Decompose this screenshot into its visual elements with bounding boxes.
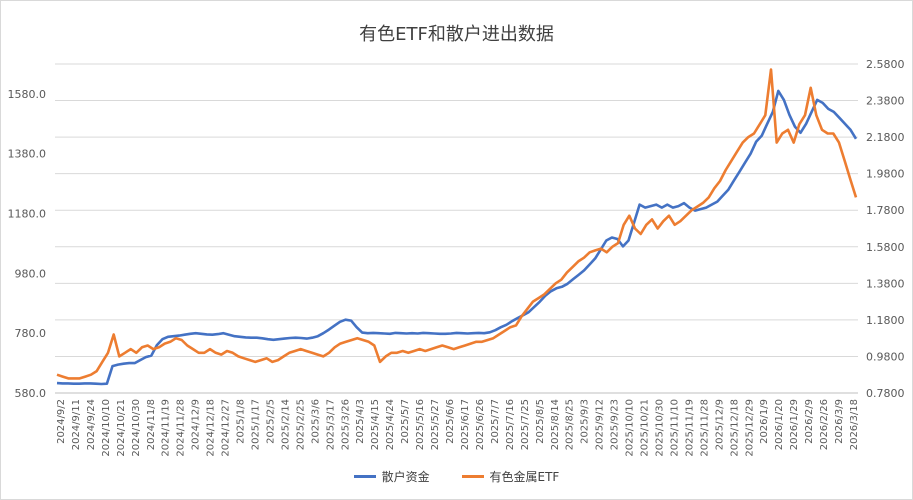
y-right-tick-label: 1.9800: [866, 168, 905, 181]
y-right-tick-label: 2.5800: [866, 58, 905, 71]
x-tick-label: 2024/12/27: [221, 399, 232, 457]
x-tick-label: 2026/2/26: [819, 399, 830, 450]
y-right-tick-label: 1.7800: [866, 204, 905, 217]
x-tick-label: 2025/4/24: [385, 399, 396, 450]
series-line-etf: [56, 68, 858, 380]
x-tick-label: 2024/10/21: [116, 399, 127, 457]
x-tick-label: 2025/4/3: [355, 399, 366, 444]
x-tick-label: 2025/9/12: [595, 399, 606, 450]
x-tick-label: 2025/5/16: [415, 399, 426, 450]
y-right-tick-label: 1.3800: [866, 277, 905, 290]
y-right-tick-label: 1.5800: [866, 241, 905, 254]
gridlines: [55, 63, 858, 394]
x-tick-label: 2025/8/5: [535, 399, 546, 444]
x-tick-label: 2025/9/3: [580, 399, 591, 444]
x-tick-label: 2024/12/18: [206, 399, 217, 457]
legend-label-retail: 散户资金: [381, 470, 430, 484]
y-left-tick-label: 980.0: [15, 267, 47, 280]
x-tick-label: 2025/9/23: [610, 399, 621, 450]
x-tick-label: 2025/2/14: [280, 399, 291, 450]
x-tick-label: 2025/10/21: [640, 399, 651, 457]
x-tick-label: 2025/10/10: [625, 399, 636, 457]
x-tick-label: 2025/8/14: [550, 399, 561, 450]
x-tick-label: 2025/11/28: [699, 399, 710, 457]
chart-title: 有色ETF和散户进出数据: [359, 24, 554, 45]
x-tick-label: 2025/3/26: [340, 399, 351, 450]
x-tick-label: 2025/2/5: [265, 399, 276, 444]
y-left-tick-label: 1580.0: [8, 88, 47, 101]
x-tick-label: 2025/6/6: [445, 399, 456, 444]
y-left-tick-label: 1380.0: [8, 148, 47, 161]
y-right-tick-label: 1.1800: [866, 314, 905, 327]
legend-label-etf: 有色金属ETF: [489, 470, 560, 484]
x-tick-label: 2025/6/17: [460, 399, 471, 450]
series-lines: [56, 68, 858, 386]
x-tick-label: 2025/10/30: [654, 399, 665, 457]
x-tick-label: 2024/12/9: [191, 399, 202, 450]
x-tick-label: 2026/3/18: [849, 399, 860, 450]
x-tick-label: 2024/9/11: [71, 399, 82, 450]
legend: 散户资金 有色金属ETF: [0, 467, 913, 485]
x-tick-label: 2025/2/25: [295, 399, 306, 450]
legend-swatch-retail: [353, 475, 376, 478]
legend-swatch-etf: [461, 475, 484, 478]
y-right-tick-label: 2.1800: [866, 131, 905, 144]
legend-item-etf: 有色金属ETF: [461, 468, 560, 485]
y-axis-right: 0.7800 0.9800 1.1800 1.3800 1.5800 1.7800 1.98…: [866, 58, 905, 400]
x-tick-label: 2025/11/19: [684, 399, 695, 457]
x-tick-label: 2025/5/7: [400, 399, 411, 444]
x-tick-label: 2024/9/2: [56, 399, 67, 444]
x-tick-label: 2025/1/17: [251, 399, 262, 450]
x-tick-label: 2024/11/28: [176, 399, 187, 457]
x-tick-label: 2025/8/25: [565, 399, 576, 450]
x-tick-label: 2024/10/30: [131, 399, 142, 457]
x-tick-label: 2024/11/8: [146, 399, 157, 450]
y-left-tick-label: 780.0: [15, 327, 47, 340]
y-right-tick-label: 0.7800: [866, 387, 905, 400]
x-tick-label: 2025/4/15: [370, 399, 381, 450]
x-axis: 2024/9/2 2024/9/11 2024/9/24 2024/10/10 2024…: [55, 392, 860, 457]
y-left-tick-label: 580.0: [15, 387, 47, 400]
series-line-retail: [56, 89, 858, 386]
x-tick-label: 2026/1/20: [774, 399, 785, 450]
x-tick-label: 2025/12/9: [714, 399, 725, 450]
x-tick-label: 2025/6/26: [475, 399, 486, 450]
x-tick-label: 2025/1/8: [236, 399, 247, 444]
x-tick-label: 2026/2/9: [804, 399, 815, 444]
x-tick-label: 2025/3/6: [310, 399, 321, 444]
x-tick-label: 2025/3/17: [325, 399, 336, 450]
x-tick-label: 2025/12/18: [729, 399, 740, 457]
x-tick-label: 2026/1/9: [759, 399, 770, 444]
x-tick-label: 2025/5/27: [430, 399, 441, 450]
x-tick-label: 2025/11/10: [669, 399, 680, 457]
x-tick-label: 2024/9/24: [86, 399, 97, 450]
y-right-tick-label: 2.3800: [866, 95, 905, 108]
x-tick-label: 2025/12/29: [744, 399, 755, 457]
x-tick-label: 2025/7/7: [490, 399, 501, 444]
x-tick-label: 2024/11/19: [161, 399, 172, 457]
y-right-tick-label: 0.9800: [866, 350, 905, 363]
y-axis-left: 580.0 780.0 980.0 1180.0 1380.0 1580.0: [8, 88, 47, 400]
x-tick-label: 2026/1/29: [789, 399, 800, 450]
x-tick-label: 2025/7/25: [520, 399, 531, 450]
x-tick-label: 2026/3/9: [834, 399, 845, 444]
legend-item-retail: 散户资金: [353, 468, 430, 485]
x-tick-label: 2024/10/10: [101, 399, 112, 457]
x-tick-label: 2025/7/16: [505, 399, 516, 450]
y-left-tick-label: 1180.0: [8, 208, 47, 221]
